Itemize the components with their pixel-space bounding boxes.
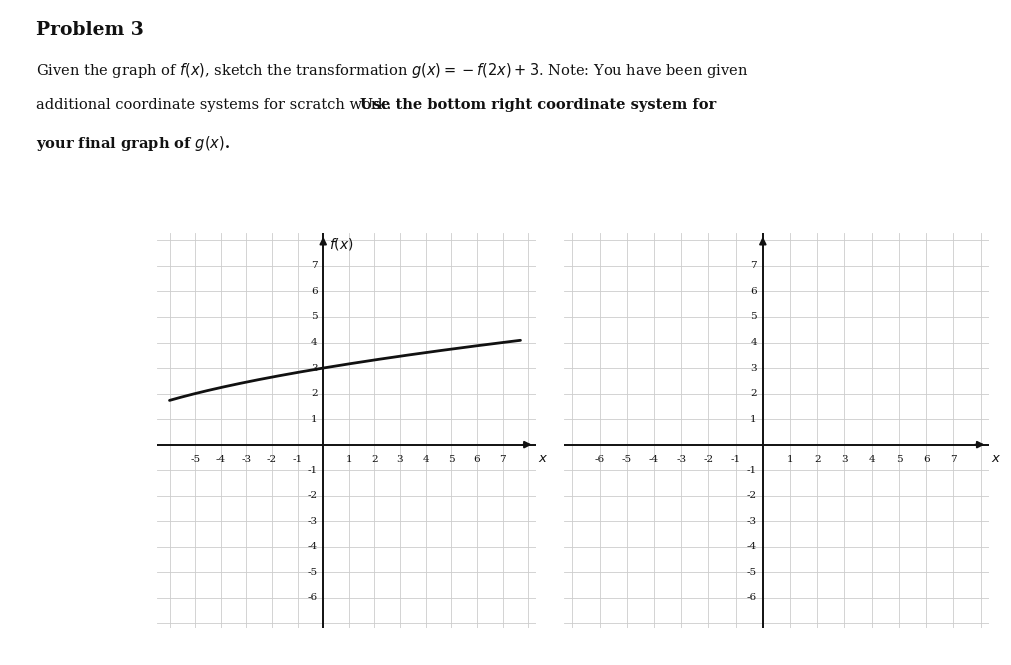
Text: 2: 2: [371, 456, 378, 464]
Text: -6: -6: [747, 593, 757, 602]
Text: 6: 6: [750, 287, 757, 296]
Text: -2: -2: [267, 456, 277, 464]
Text: -6: -6: [307, 593, 317, 602]
Text: -4: -4: [747, 542, 757, 551]
Text: 5: 5: [896, 456, 902, 464]
Text: -4: -4: [649, 456, 659, 464]
Text: 7: 7: [950, 456, 956, 464]
Text: 3: 3: [750, 364, 757, 372]
Text: 4: 4: [311, 338, 317, 347]
Text: -4: -4: [215, 456, 225, 464]
Text: 1: 1: [787, 456, 794, 464]
Text: 1: 1: [311, 414, 317, 424]
Text: 6: 6: [473, 456, 480, 464]
Text: 6: 6: [311, 287, 317, 296]
Text: -1: -1: [747, 465, 757, 475]
Text: 1: 1: [346, 456, 352, 464]
Text: -3: -3: [307, 517, 317, 526]
Text: 2: 2: [814, 456, 821, 464]
Text: -5: -5: [622, 456, 632, 464]
Text: -1: -1: [307, 465, 317, 475]
Text: -1: -1: [731, 456, 741, 464]
Text: 3: 3: [396, 456, 403, 464]
Text: 2: 2: [311, 389, 317, 398]
Text: additional coordinate systems for scratch work.: additional coordinate systems for scratc…: [36, 98, 396, 112]
Text: -3: -3: [747, 517, 757, 526]
Text: Problem 3: Problem 3: [36, 21, 145, 39]
Text: -1: -1: [292, 456, 302, 464]
Text: -2: -2: [307, 491, 317, 500]
Text: 4: 4: [423, 456, 429, 464]
Text: 3: 3: [841, 456, 848, 464]
Text: -3: -3: [242, 456, 252, 464]
Text: 5: 5: [448, 456, 455, 464]
Text: -2: -2: [747, 491, 757, 500]
Text: -6: -6: [594, 456, 605, 464]
Text: -3: -3: [676, 456, 686, 464]
Text: 2: 2: [750, 389, 757, 398]
Text: 4: 4: [868, 456, 876, 464]
Text: -2: -2: [704, 456, 714, 464]
Text: 3: 3: [311, 364, 317, 372]
Text: your final graph of $g(x)$.: your final graph of $g(x)$.: [36, 134, 231, 154]
Text: $x$: $x$: [991, 452, 1001, 466]
Text: 5: 5: [311, 313, 317, 321]
Text: -5: -5: [307, 568, 317, 577]
Text: Use the bottom right coordinate system for: Use the bottom right coordinate system f…: [360, 98, 716, 112]
Text: $x$: $x$: [538, 452, 548, 466]
Text: 5: 5: [750, 313, 757, 321]
Text: 4: 4: [750, 338, 757, 347]
Text: 7: 7: [499, 456, 506, 464]
Text: 7: 7: [750, 261, 757, 271]
Text: $f(x)$: $f(x)$: [329, 236, 354, 252]
Text: -5: -5: [190, 456, 200, 464]
Text: 7: 7: [311, 261, 317, 271]
Text: -5: -5: [747, 568, 757, 577]
Text: 1: 1: [750, 414, 757, 424]
Text: Given the graph of $f(x)$, sketch the transformation $g(x) = -f(2x) + 3$. Note: : Given the graph of $f(x)$, sketch the tr…: [36, 61, 749, 80]
Text: -4: -4: [307, 542, 317, 551]
Text: 6: 6: [923, 456, 929, 464]
